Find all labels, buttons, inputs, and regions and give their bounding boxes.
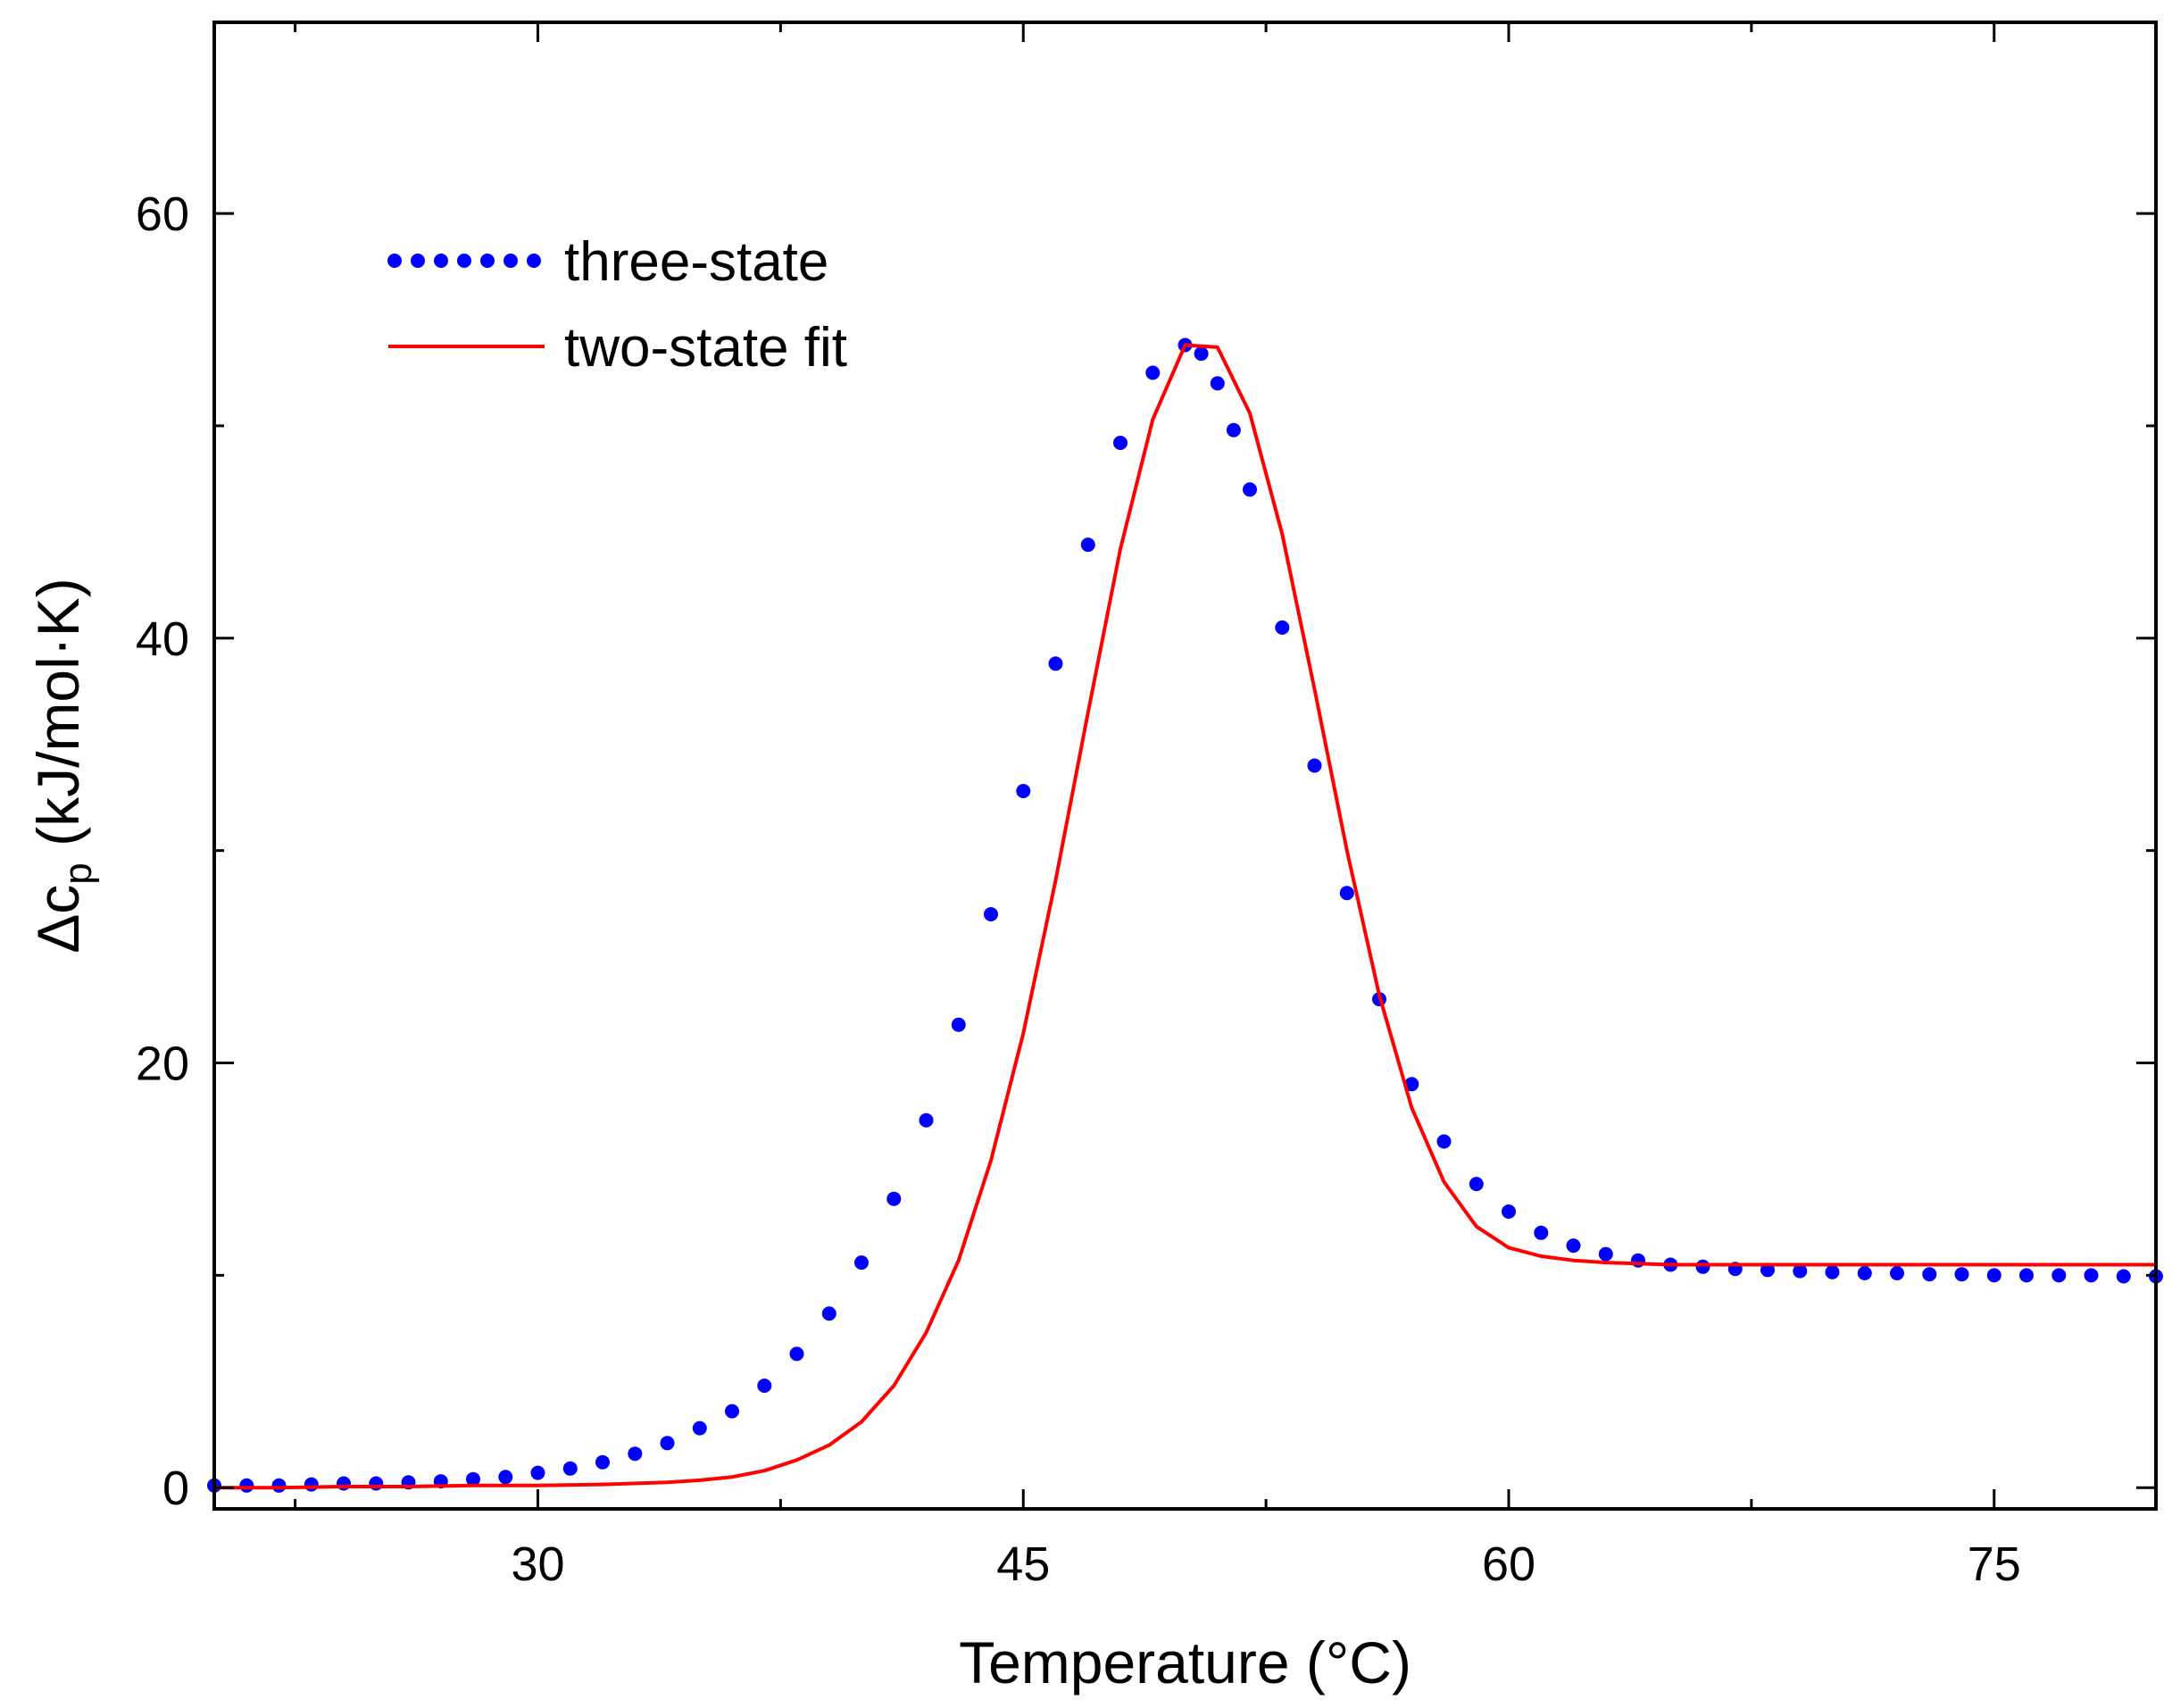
data-point-three-state [725,1404,739,1419]
data-point-three-state [1793,1263,1808,1279]
data-point-three-state [951,1017,966,1032]
data-point-three-state [595,1454,610,1470]
legend-swatch-dot [411,254,425,268]
data-point-three-state [1566,1238,1581,1254]
legend-item-three-state: three-state [387,231,828,293]
data-point-three-state [1307,758,1322,773]
data-point-three-state [1243,482,1257,497]
y-tick-label: 40 [136,612,189,666]
data-point-three-state [821,1306,836,1321]
data-point-three-state [1890,1266,1904,1280]
y-axis-title-prefix: Δc [25,885,91,954]
legend-swatch-dot [434,254,448,268]
legend-swatch-dot [503,254,518,268]
legend: three-state two-state fit [387,231,847,379]
x-tick-label: 30 [511,1537,564,1591]
data-point-three-state [1226,422,1241,437]
data-point-three-state [1469,1177,1484,1192]
data-point-three-state [1695,1259,1710,1274]
data-point-three-state [692,1421,707,1436]
data-point-three-state [2019,1268,2034,1283]
legend-label-two-state-fit: two-state fit [564,317,847,379]
data-point-three-state [2084,1268,2099,1283]
x-axis: 30 45 60 75 [294,22,2021,1591]
legend-swatch-dot [480,254,495,268]
data-point-three-state [1275,620,1290,635]
series-layer [207,337,2163,1493]
data-point-three-state [498,1470,513,1485]
data-point-three-state [1598,1246,1613,1262]
data-point-three-state [628,1446,643,1462]
legend-swatch-dot [457,254,471,268]
data-point-three-state [1016,784,1031,798]
plot-frame [212,21,2158,1511]
data-point-three-state [2051,1268,2067,1283]
data-point-three-state [466,1471,480,1487]
data-point-three-state [1113,436,1128,450]
data-point-three-state [886,1191,902,1206]
series-line-two-state-fit [214,343,2156,1490]
y-tick-label: 60 [136,187,189,241]
x-axis-title: Temperature (°C) [959,1629,1411,1696]
data-point-three-state [1339,886,1354,901]
data-point-three-state [1145,365,1161,380]
data-point-three-state [239,1478,254,1493]
y-axis-title: Δcp (kJ/mol·K) [25,578,100,954]
legend-label-three-state: three-state [564,231,828,293]
data-point-three-state [271,1478,287,1493]
legend-swatch-dot [527,254,541,268]
legend-swatch-dot [387,254,402,268]
data-point-three-state [530,1465,545,1480]
data-point-three-state [757,1379,772,1393]
data-point-three-state [337,1476,351,1491]
y-axis: 0 20 40 60 [136,187,2156,1515]
y-axis-title-subscript: p [56,862,100,884]
data-point-three-state [1534,1225,1549,1240]
data-point-three-state [984,907,998,921]
data-point-three-state [562,1461,578,1476]
legend-item-two-state-fit: two-state fit [388,317,847,379]
data-point-three-state [1502,1204,1516,1219]
data-point-three-state [2116,1269,2131,1284]
data-point-three-state [1436,1134,1452,1149]
legend-swatch-three-state [387,254,541,268]
data-point-three-state [1048,656,1063,671]
data-point-three-state [1857,1266,1872,1280]
data-point-three-state [660,1436,675,1451]
data-point-three-state [1986,1268,2001,1283]
data-point-three-state [789,1346,804,1362]
data-point-three-state [1080,537,1095,553]
data-point-three-state [1922,1267,1937,1282]
y-tick-label: 20 [136,1037,189,1091]
x-tick-label: 60 [1482,1537,1535,1591]
data-point-three-state [1954,1267,1969,1282]
data-point-three-state [1210,376,1225,391]
data-point-three-state [854,1255,869,1271]
y-tick-label: 0 [162,1462,189,1515]
data-point-three-state [919,1112,934,1128]
data-point-three-state [1194,346,1209,362]
data-point-three-state [1825,1264,1840,1279]
data-point-three-state [304,1477,319,1492]
x-tick-label: 75 [1968,1537,2021,1591]
y-axis-title-suffix: (kJ/mol·K) [25,578,91,862]
data-point-three-state [369,1476,384,1491]
data-point-three-state [1404,1077,1419,1092]
x-tick-label: 45 [996,1537,1050,1591]
